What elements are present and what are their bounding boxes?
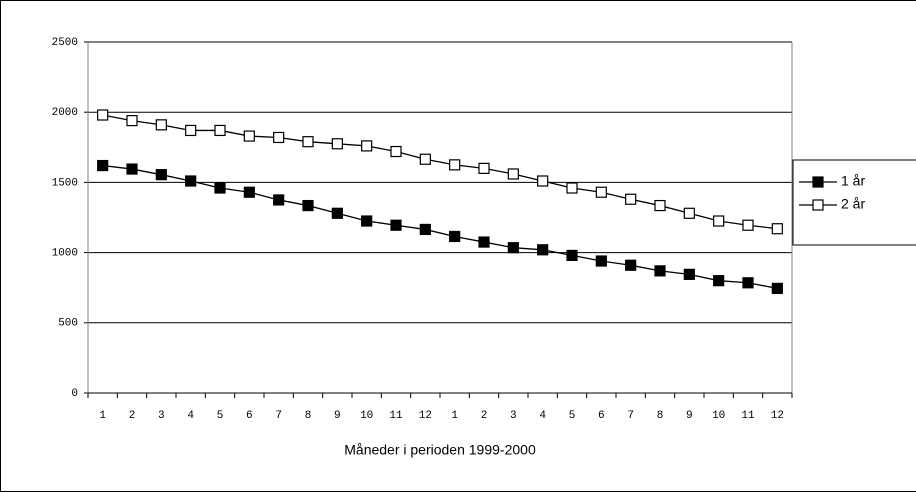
x-tick-label: 2 — [481, 410, 488, 422]
y-tick-label: 1500 — [52, 177, 78, 189]
series-marker — [419, 153, 431, 165]
x-tick-label: 12 — [419, 410, 432, 422]
x-tick-label: 11 — [741, 410, 755, 422]
series-marker — [243, 186, 255, 198]
series-marker — [595, 186, 607, 198]
series-marker — [478, 162, 490, 174]
series-marker — [361, 140, 373, 152]
x-tick-label: 6 — [246, 410, 253, 422]
series-marker — [683, 207, 695, 219]
x-tick-label: 9 — [686, 410, 693, 422]
y-tick-label: 2500 — [52, 37, 78, 49]
series-marker — [742, 219, 754, 231]
series-marker — [331, 207, 343, 219]
series-marker — [654, 265, 666, 277]
series-marker — [185, 175, 197, 187]
series-marker — [507, 242, 519, 254]
y-tick-label: 1000 — [52, 248, 78, 260]
series-marker — [537, 175, 549, 187]
x-tick-label: 8 — [305, 410, 312, 422]
series-marker — [214, 124, 226, 137]
series-marker — [771, 282, 783, 295]
series-marker — [302, 136, 314, 148]
x-tick-label: 6 — [598, 410, 605, 422]
x-tick-label: 7 — [627, 410, 634, 422]
x-tick-label: 7 — [275, 410, 282, 422]
series-marker — [595, 255, 607, 267]
series-marker — [742, 277, 754, 289]
legend-marker — [812, 176, 824, 188]
series-marker — [507, 168, 519, 180]
x-tick-label: 12 — [771, 410, 784, 422]
series-marker — [713, 275, 725, 287]
series-marker — [390, 219, 402, 231]
y-tick-label: 500 — [58, 318, 78, 330]
x-tick-label: 5 — [569, 410, 576, 422]
series-marker — [361, 215, 373, 227]
series-marker — [654, 199, 666, 212]
x-tick-label: 2 — [129, 410, 136, 422]
series-marker — [566, 249, 578, 262]
series-marker — [126, 115, 138, 127]
legend-label: 1 år — [841, 173, 865, 189]
series-marker — [126, 163, 138, 175]
series-marker — [243, 130, 255, 142]
x-tick-label: 10 — [360, 410, 373, 422]
series-marker — [771, 223, 783, 235]
x-tick-label: 1 — [99, 410, 106, 422]
series-marker — [713, 215, 725, 227]
series-marker — [478, 236, 490, 248]
series-marker — [214, 182, 226, 194]
series-marker — [449, 230, 461, 243]
x-tick-label: 5 — [217, 410, 224, 422]
legend-marker — [812, 199, 824, 211]
x-tick-label: 11 — [389, 410, 403, 422]
x-tick-label: 1 — [451, 410, 458, 422]
series-marker — [683, 268, 695, 280]
series-marker — [155, 169, 167, 181]
series-marker — [331, 138, 343, 150]
series-marker — [449, 159, 461, 171]
series-marker — [390, 145, 402, 158]
y-tick-label: 2000 — [52, 107, 78, 119]
x-tick-label: 10 — [712, 410, 725, 422]
series-marker — [625, 259, 637, 271]
series-marker — [185, 124, 197, 137]
y-tick-label: 0 — [71, 388, 78, 400]
x-axis-label: Måneder i perioden 1999-2000 — [344, 442, 536, 458]
x-tick-label: 3 — [158, 410, 165, 422]
series-marker — [273, 194, 285, 206]
series-marker — [302, 199, 314, 212]
x-tick-label: 9 — [334, 410, 341, 422]
x-tick-label: 3 — [510, 410, 517, 422]
x-tick-label: 4 — [187, 410, 194, 422]
series-marker — [97, 109, 109, 121]
series-marker — [419, 223, 431, 236]
series-marker — [155, 119, 167, 131]
series-marker — [273, 131, 285, 144]
x-tick-label: 4 — [539, 410, 546, 422]
x-tick-label: 8 — [657, 410, 664, 422]
series-marker — [625, 193, 637, 205]
series-marker — [566, 182, 578, 194]
legend-label: 2 år — [841, 196, 865, 212]
series-marker — [97, 159, 109, 172]
series-marker — [537, 244, 549, 256]
